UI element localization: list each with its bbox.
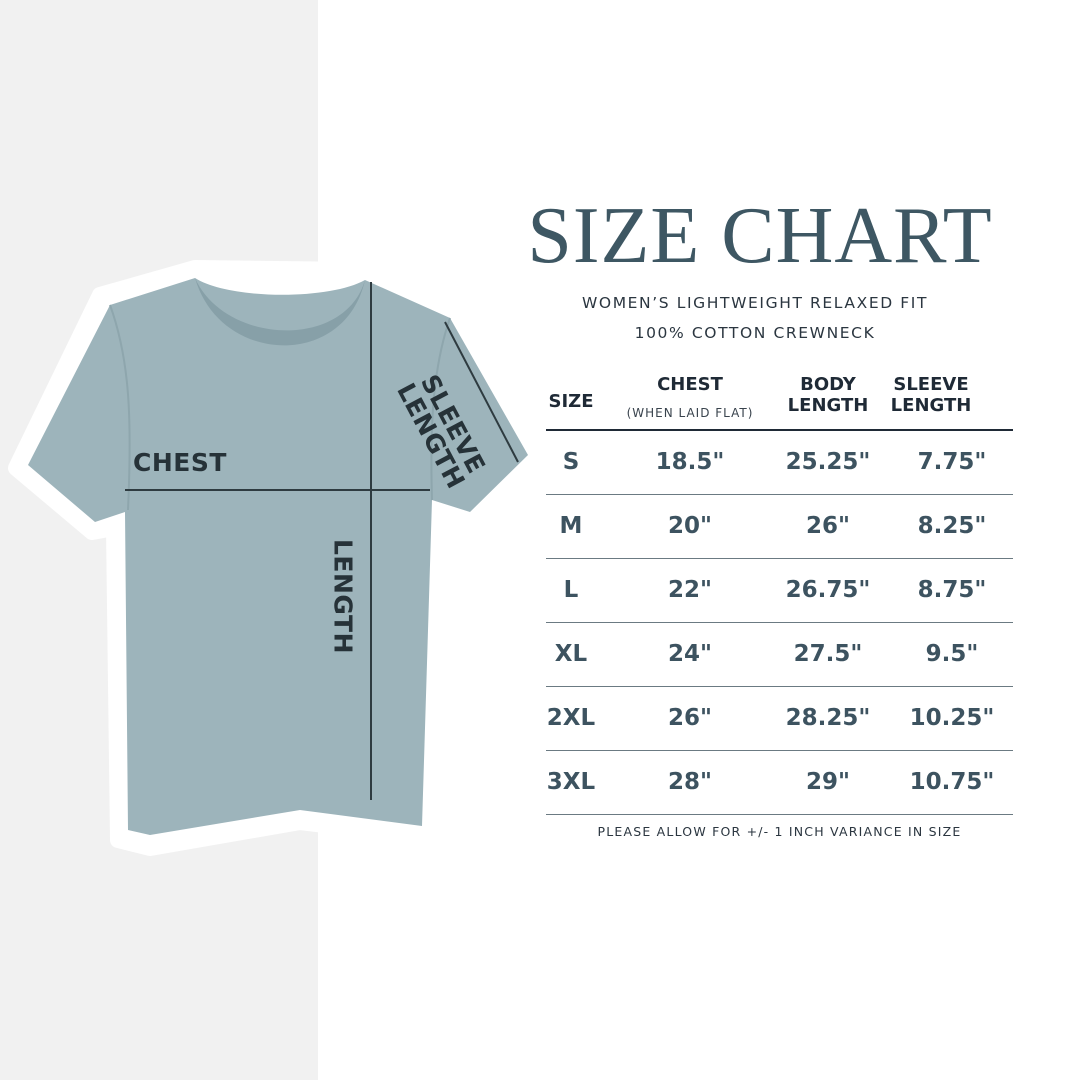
header-body-line1: BODY	[800, 374, 856, 395]
cell-body: 26"	[806, 513, 850, 539]
cell-chest: 22"	[668, 577, 712, 603]
cell-chest: 20"	[668, 513, 712, 539]
cell-sleeve: 8.75"	[917, 577, 987, 603]
page-title: SIZE CHART	[527, 192, 993, 280]
header-chest: CHEST	[657, 374, 723, 395]
tshirt-diagram	[8, 260, 548, 856]
header-size: SIZE	[548, 391, 594, 412]
length-label: LENGTH	[328, 539, 358, 654]
cell-sleeve: 7.75"	[917, 449, 987, 475]
row-divider	[546, 558, 1013, 559]
header-sleeve-length: SLEEVE LENGTH	[871, 374, 991, 416]
shirt-body	[28, 278, 528, 835]
header-sleeve-line1: SLEEVE	[893, 374, 969, 395]
cell-size: 2XL	[546, 705, 596, 731]
cell-sleeve: 10.25"	[909, 705, 995, 731]
cell-body: 27.5"	[793, 641, 863, 667]
cell-body: 28.25"	[785, 705, 871, 731]
row-divider	[546, 494, 1013, 495]
subtitle-line1: WOMEN’S LIGHTWEIGHT RELAXED FIT	[581, 294, 929, 312]
header-body-length: BODY LENGTH	[768, 374, 888, 416]
header-sleeve-line2: LENGTH	[890, 395, 972, 416]
cell-body: 25.25"	[785, 449, 871, 475]
cell-body: 26.75"	[785, 577, 871, 603]
cell-size: S	[562, 449, 580, 475]
cell-sleeve: 9.5"	[925, 641, 979, 667]
cell-chest: 24"	[668, 641, 712, 667]
cell-chest: 28"	[668, 769, 712, 795]
shirt-collar	[195, 278, 365, 346]
row-divider	[546, 686, 1013, 687]
chest-label: CHEST	[133, 448, 227, 477]
cell-body: 29"	[806, 769, 850, 795]
row-divider	[546, 750, 1013, 751]
variance-note: PLEASE ALLOW FOR +/- 1 INCH VARIANCE IN …	[597, 824, 962, 839]
cell-size: XL	[554, 641, 588, 667]
cell-sleeve: 8.25"	[917, 513, 987, 539]
cell-chest: 18.5"	[655, 449, 725, 475]
subtitle-line2: 100% COTTON CREWNECK	[634, 324, 876, 342]
header-chest-note: (WHEN LAID FLAT)	[626, 406, 754, 420]
row-divider	[546, 814, 1013, 815]
cell-size: L	[563, 577, 579, 603]
cell-size: M	[559, 513, 583, 539]
row-divider	[546, 622, 1013, 623]
header-body-line2: LENGTH	[787, 395, 869, 416]
cell-sleeve: 10.75"	[909, 769, 995, 795]
cell-chest: 26"	[668, 705, 712, 731]
cell-size: 3XL	[546, 769, 596, 795]
header-divider	[546, 429, 1013, 431]
sleeve-measure-line	[444, 321, 519, 463]
